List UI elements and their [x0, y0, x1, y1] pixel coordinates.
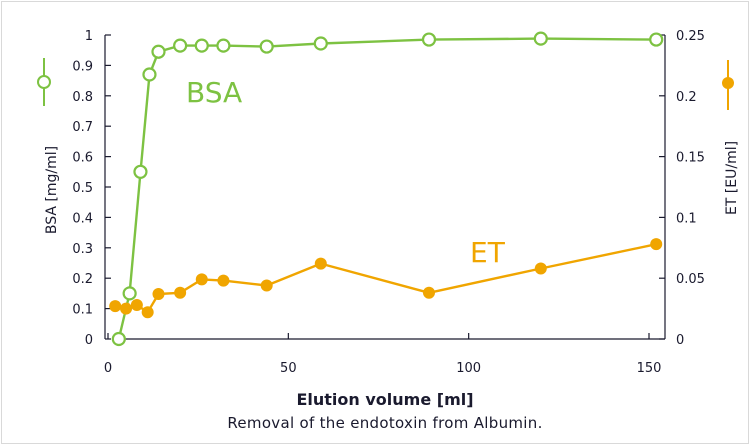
bsa-data-point [142, 67, 157, 82]
bsa-data-point [216, 38, 231, 53]
et-series-label: ET [470, 236, 506, 269]
et-data-point [174, 286, 187, 299]
x-axis-title: Elution volume [ml] [296, 390, 473, 409]
left-tick-label: 0.6 [72, 151, 93, 166]
et-data-point [650, 238, 663, 251]
et-data-point [109, 300, 122, 313]
right-tick-label: 0.2 [676, 90, 697, 105]
right-tick-label: 0.25 [676, 29, 705, 44]
right-tick-label: 0.05 [676, 272, 705, 287]
right-y-axis-title: ET [EU/ml] [724, 141, 740, 215]
x-tick-label: 100 [456, 361, 481, 376]
et-data-point [195, 273, 208, 286]
left-tick-label: 0.2 [72, 272, 93, 287]
et-data-point [152, 288, 165, 301]
bsa-data-point [151, 44, 166, 59]
right-legend-symbol [722, 60, 734, 110]
et-data-point [422, 286, 435, 299]
x-tick-label: 150 [637, 361, 662, 376]
bsa-series-label: BSA [186, 76, 242, 109]
left-tick-label: 0 [85, 333, 93, 348]
series-layer [109, 31, 664, 347]
x-tick-label: 50 [280, 361, 297, 376]
bsa-data-point [194, 38, 209, 53]
left-axis-ticks: 0 0.1 0.2 0.3 0.4 0.5 0.6 0.7 0.8 0.9 1 [72, 29, 111, 348]
left-tick-label: 0.8 [72, 90, 93, 105]
et-data-point [217, 274, 230, 287]
bsa-data-point [649, 32, 664, 47]
bsa-data-point [313, 36, 328, 51]
left-tick-label: 0.7 [72, 120, 93, 135]
left-tick-label: 1 [85, 29, 93, 44]
bsa-data-point [533, 31, 548, 46]
x-tick-label: 0 [104, 361, 112, 376]
et-data-point [314, 257, 327, 270]
bsa-data-point [133, 164, 148, 179]
left-legend-marker [37, 75, 51, 89]
right-tick-label: 0.15 [676, 151, 705, 166]
et-data-point [534, 262, 547, 275]
bsa-data-point [259, 39, 274, 54]
et-data-point [130, 298, 143, 311]
left-y-axis-title: BSA [mg/ml] [44, 146, 60, 234]
left-legend-symbol [37, 58, 51, 106]
right-tick-label: 0 [676, 333, 684, 348]
bsa-data-point [111, 331, 126, 347]
left-tick-label: 0.5 [72, 181, 93, 196]
right-tick-label: 0.1 [676, 211, 697, 226]
bsa-data-point [122, 286, 137, 301]
right-legend-marker [722, 77, 734, 89]
et-data-point [120, 302, 133, 315]
left-tick-label: 0.9 [72, 59, 93, 74]
left-tick-label: 0.3 [72, 242, 93, 257]
figure-caption: Removal of the endotoxin from Albumin. [227, 414, 542, 432]
et-data-point [141, 306, 154, 319]
bsa-data-point [421, 32, 437, 47]
right-axis-ticks: 0 0.05 0.1 0.15 0.2 0.25 [659, 29, 705, 348]
bsa-data-point [173, 38, 188, 53]
x-axis-ticks: 0 50 100 150 [104, 333, 662, 376]
left-tick-label: 0.1 [72, 303, 93, 318]
et-data-point [260, 279, 273, 292]
left-tick-label: 0.4 [72, 211, 93, 226]
